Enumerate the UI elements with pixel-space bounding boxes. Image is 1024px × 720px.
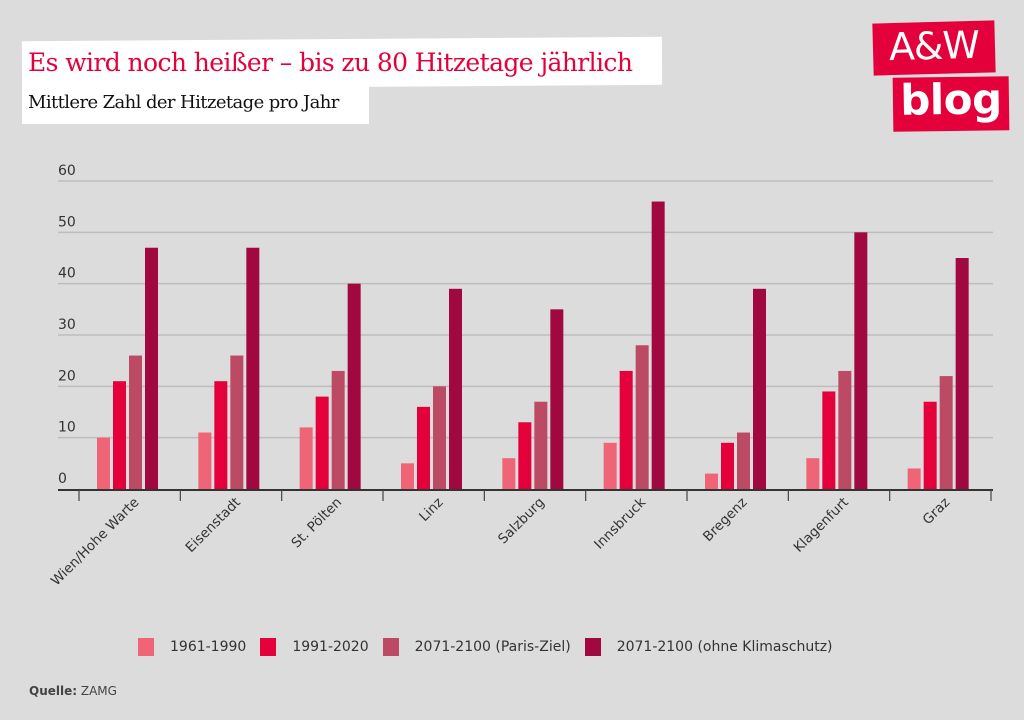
bar-3	[737, 432, 750, 489]
bar-1	[705, 473, 718, 489]
x-tick-label: Graz	[920, 495, 953, 528]
bar-4	[145, 247, 158, 489]
legend-label: 1961-1990	[170, 639, 247, 655]
y-tick-label: 10	[58, 420, 76, 436]
source-note: Quelle: ZAMG	[29, 684, 117, 698]
legend-item: 1991-2020	[260, 638, 369, 656]
bar-3	[534, 401, 548, 489]
bar-1	[401, 463, 414, 489]
bar-3	[129, 355, 142, 489]
bar-3	[939, 376, 953, 489]
subtitle-background	[22, 86, 369, 124]
bar-1	[806, 458, 820, 489]
bar-1	[603, 442, 617, 489]
y-tick-label: 40	[58, 266, 76, 282]
bar-2	[214, 381, 228, 489]
bar-3	[331, 370, 345, 489]
source-label: Quelle:	[29, 684, 78, 698]
bar-3	[635, 345, 649, 489]
bar-4	[347, 283, 361, 489]
bar-2	[315, 396, 329, 489]
bar-2	[417, 406, 430, 489]
legend-swatch	[260, 638, 277, 656]
x-tick-label: Linz	[416, 495, 446, 525]
legend-label: 2071-2100 (ohne Klimaschutz)	[616, 639, 833, 655]
legend-swatch	[382, 638, 399, 656]
legend-item: 1961-1990	[138, 638, 246, 656]
y-tick-label: 0	[58, 471, 67, 487]
chart-legend: 1961-1990 1991-2020 2071-2100 (Paris-Ziel)…	[138, 638, 847, 656]
legend-swatch	[138, 638, 154, 656]
bar-1	[198, 432, 212, 489]
bar-2	[923, 401, 937, 489]
bar-4	[246, 247, 260, 489]
x-tick-label: Wien/Hohe Warte	[48, 495, 143, 590]
chart-title: Es wird noch heißer – bis zu 80 Hitzetag…	[28, 48, 633, 77]
bar-4	[449, 288, 462, 489]
bar-3	[230, 355, 244, 489]
bar-2	[822, 391, 836, 489]
bar-4	[651, 201, 665, 490]
x-tick-label: Eisenstadt	[183, 495, 244, 556]
chart-subtitle: Mittlere Zahl der Hitzetage pro Jahr	[28, 92, 339, 113]
x-tick-label: Innsbruck	[591, 494, 649, 552]
bar-4	[550, 309, 564, 489]
bar-1	[907, 468, 921, 489]
bar-2	[619, 370, 633, 489]
bar-2	[518, 422, 532, 489]
y-tick-label: 30	[58, 317, 76, 333]
y-tick-label: 20	[58, 368, 76, 384]
legend-item: 2071-2100 (ohne Klimaschutz)	[584, 638, 833, 656]
legend-label: 2071-2100 (Paris-Ziel)	[414, 639, 571, 655]
legend-swatch	[584, 638, 601, 656]
legend-label: 1991-2020	[292, 639, 369, 655]
bar-4	[753, 288, 766, 489]
bar-2	[721, 442, 734, 489]
y-tick-label: 50	[58, 214, 76, 230]
x-tick-label: Salzburg	[495, 495, 548, 548]
bar-1	[299, 427, 313, 489]
bar-3	[838, 370, 852, 489]
bar-4	[854, 232, 868, 490]
bar-3	[433, 386, 446, 489]
x-tick-label: Bregenz	[700, 495, 750, 545]
bar-2	[113, 381, 126, 489]
x-tick-label: St. Pölten	[288, 495, 345, 552]
legend-item: 2071-2100 (Paris-Ziel)	[382, 638, 571, 656]
bar-1	[502, 458, 516, 489]
bar-4	[955, 258, 969, 489]
source-value: ZAMG	[80, 684, 117, 698]
y-tick-label: 60	[58, 163, 76, 179]
x-tick-label: Klagenfurt	[791, 495, 852, 556]
bar-1	[97, 437, 110, 489]
